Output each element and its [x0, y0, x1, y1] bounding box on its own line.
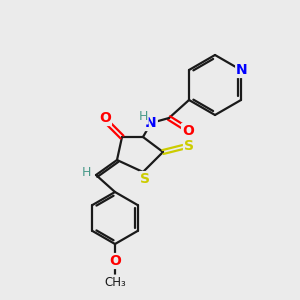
Text: N: N: [236, 63, 248, 77]
Text: N: N: [145, 116, 157, 130]
Text: O: O: [182, 124, 194, 138]
Text: O: O: [109, 254, 121, 268]
Text: H: H: [138, 110, 148, 124]
Text: CH₃: CH₃: [104, 275, 126, 289]
Text: S: S: [140, 172, 150, 186]
Text: H: H: [81, 166, 91, 178]
Text: O: O: [99, 111, 111, 125]
Text: S: S: [184, 139, 194, 153]
